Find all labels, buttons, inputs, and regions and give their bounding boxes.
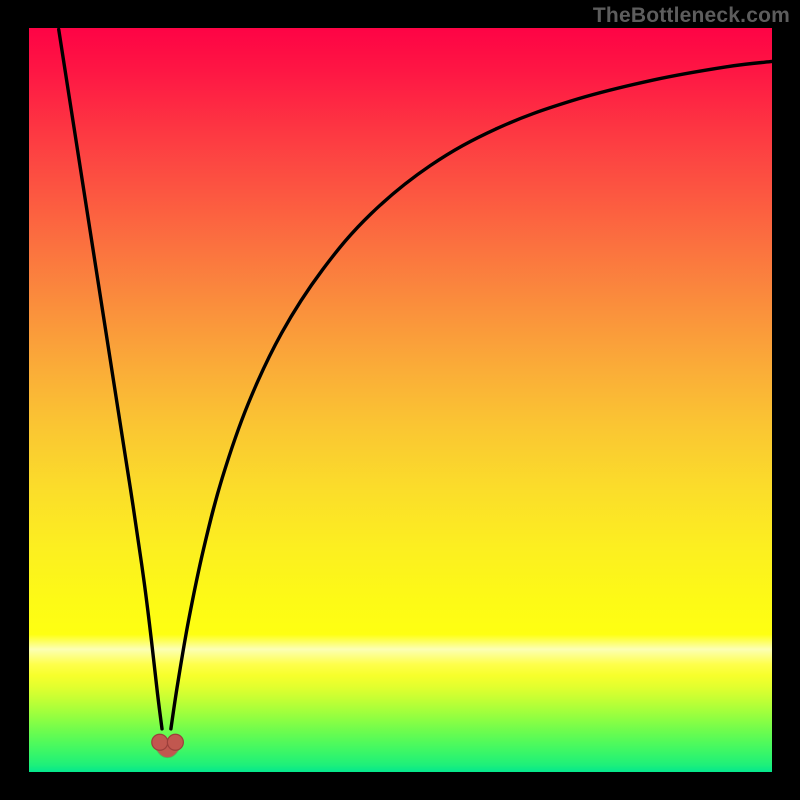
- watermark-text: TheBottleneck.com: [593, 4, 790, 28]
- chart-svg: [0, 0, 800, 800]
- bottleneck-chart: TheBottleneck.com: [0, 0, 800, 800]
